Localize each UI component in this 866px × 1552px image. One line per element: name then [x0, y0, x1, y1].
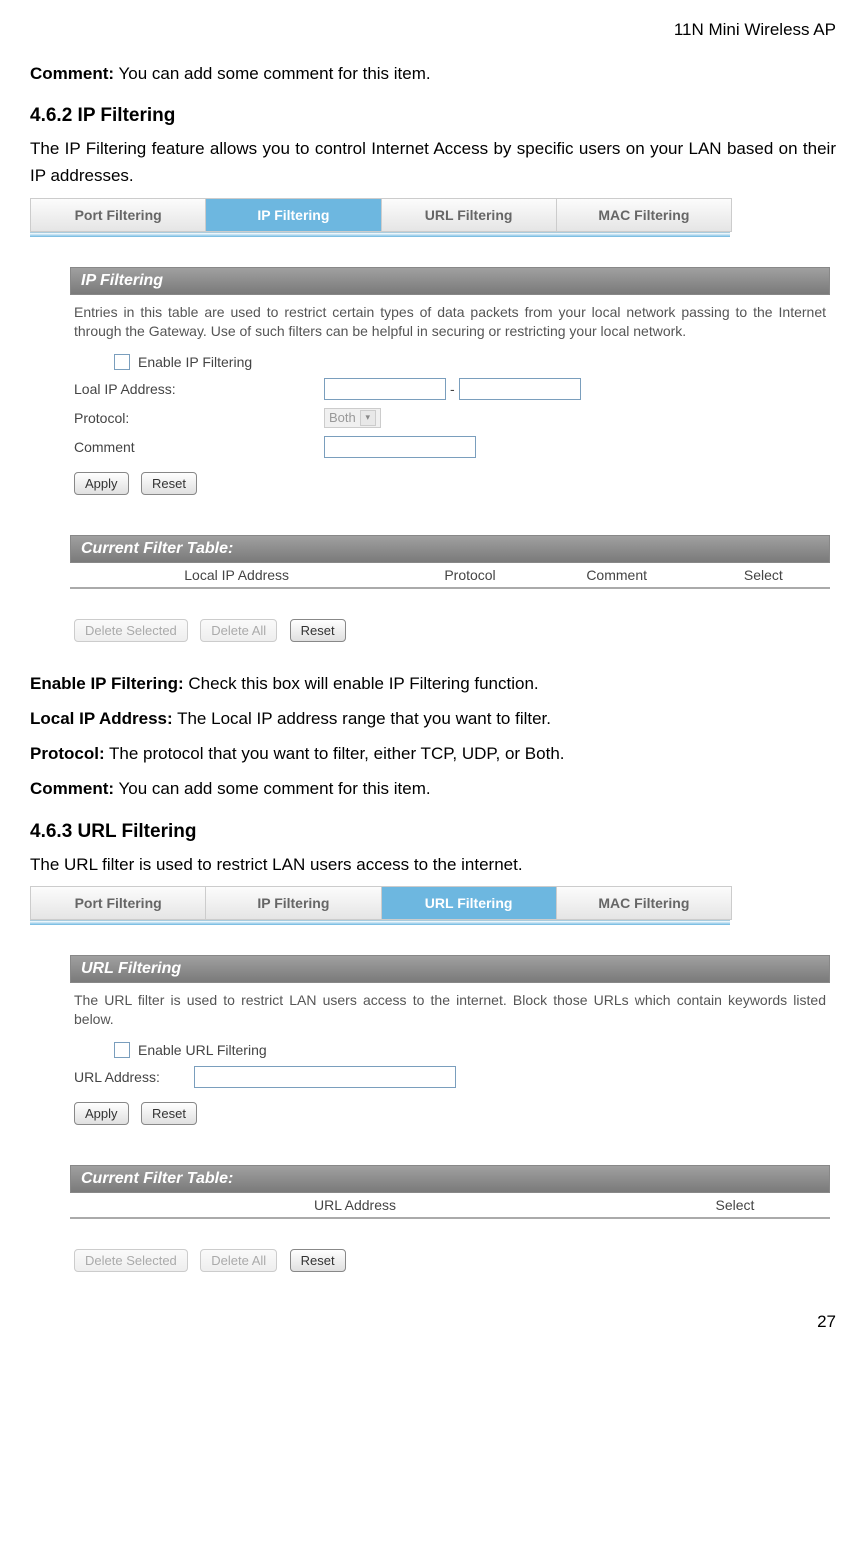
apply-button[interactable]: Apply: [74, 472, 129, 495]
def-protocol: Protocol: The protocol that you want to …: [30, 740, 836, 767]
def-comment: Comment: You can add some comment for th…: [30, 775, 836, 802]
heading-url-filtering: 4.6.3 URL Filtering: [30, 821, 836, 843]
enable-url-row: Enable URL Filtering: [70, 1038, 830, 1062]
def-enable-ip-text: Check this box will enable IP Filtering …: [188, 674, 538, 693]
comment-input[interactable]: [324, 436, 476, 458]
th-local-ip: Local IP Address: [70, 567, 403, 583]
delete-selected-button-url[interactable]: Delete Selected: [74, 1249, 188, 1272]
url-panel: URL Filtering The URL filter is used to …: [30, 925, 866, 1292]
def-local-ip-text: The Local IP address range that you want…: [177, 709, 551, 728]
enable-ip-checkbox[interactable]: [114, 354, 130, 370]
def-protocol-text: The protocol that you want to filter, ei…: [109, 744, 564, 763]
url-filter-table-title: Current Filter Table:: [70, 1165, 830, 1193]
th-select: Select: [697, 567, 830, 583]
enable-url-checkbox[interactable]: [114, 1042, 130, 1058]
url-filtering-screenshot: Port Filtering IP Filtering URL Filterin…: [30, 886, 836, 1292]
ip-panel: IP Filtering Entries in this table are u…: [30, 237, 866, 662]
delete-all-button[interactable]: Delete All: [200, 619, 277, 642]
protocol-row: Protocol: Both ▾: [70, 404, 830, 432]
url-filtering-intro: The URL filter is used to restrict LAN u…: [30, 851, 836, 878]
th-protocol: Protocol: [403, 567, 536, 583]
comment-label: Comment:: [30, 64, 114, 83]
reset-table-button-url[interactable]: Reset: [290, 1249, 346, 1272]
doc-header: 11N Mini Wireless AP: [30, 20, 836, 40]
enable-ip-label: Enable IP Filtering: [138, 354, 252, 370]
enable-ip-row: Enable IP Filtering: [70, 350, 830, 374]
tab-url-filtering-2[interactable]: URL Filtering: [382, 887, 557, 919]
tab-ip-filtering[interactable]: IP Filtering: [206, 199, 381, 231]
tab-port-filtering[interactable]: Port Filtering: [31, 199, 206, 231]
def-local-ip-label: Local IP Address:: [30, 709, 173, 728]
tab-port-filtering-2[interactable]: Port Filtering: [31, 887, 206, 919]
url-tabs: Port Filtering IP Filtering URL Filterin…: [30, 886, 732, 920]
def-local-ip: Local IP Address: The Local IP address r…: [30, 705, 836, 732]
th-url-address: URL Address: [70, 1197, 640, 1213]
ip-panel-title: IP Filtering: [70, 267, 830, 295]
ip-filter-table-title: Current Filter Table:: [70, 535, 830, 563]
comment-text: You can add some comment for this item.: [118, 64, 430, 83]
local-ip-input-start[interactable]: [324, 378, 446, 400]
url-table-button-row: Delete Selected Delete All Reset: [70, 1239, 830, 1282]
tab-ip-filtering-2[interactable]: IP Filtering: [206, 887, 381, 919]
def-comment-label: Comment:: [30, 779, 114, 798]
ip-table-header: Local IP Address Protocol Comment Select: [70, 563, 830, 589]
local-ip-row: Loal IP Address: -: [70, 374, 830, 404]
def-enable-ip: Enable IP Filtering: Check this box will…: [30, 670, 836, 697]
page-number: 27: [30, 1312, 836, 1332]
ip-tabs: Port Filtering IP Filtering URL Filterin…: [30, 198, 732, 232]
ip-filtering-screenshot: Port Filtering IP Filtering URL Filterin…: [30, 198, 836, 662]
local-ip-label: Loal IP Address:: [74, 381, 324, 397]
protocol-value: Both: [329, 410, 356, 425]
url-button-row: Apply Reset: [70, 1092, 830, 1135]
def-enable-ip-label: Enable IP Filtering:: [30, 674, 184, 693]
ip-table-button-row: Delete Selected Delete All Reset: [70, 609, 830, 652]
url-panel-desc: The URL filter is used to restrict LAN u…: [70, 983, 830, 1038]
heading-ip-filtering: 4.6.2 IP Filtering: [30, 105, 836, 127]
protocol-label: Protocol:: [74, 410, 324, 426]
th-url-select: Select: [640, 1197, 830, 1213]
reset-button-url[interactable]: Reset: [141, 1102, 197, 1125]
intro-comment: Comment: You can add some comment for th…: [30, 60, 836, 87]
url-table-header: URL Address Select: [70, 1193, 830, 1219]
enable-url-label: Enable URL Filtering: [138, 1042, 267, 1058]
url-address-label: URL Address:: [74, 1069, 194, 1085]
delete-selected-button[interactable]: Delete Selected: [74, 619, 188, 642]
url-address-row: URL Address:: [70, 1062, 830, 1092]
def-protocol-label: Protocol:: [30, 744, 105, 763]
url-address-input[interactable]: [194, 1066, 456, 1088]
ip-range-dash: -: [450, 381, 455, 397]
protocol-select[interactable]: Both ▾: [324, 408, 381, 428]
tab-mac-filtering[interactable]: MAC Filtering: [557, 199, 731, 231]
chevron-down-icon: ▾: [360, 410, 376, 426]
apply-button-url[interactable]: Apply: [74, 1102, 129, 1125]
comment-row: Comment: [70, 432, 830, 462]
tab-url-filtering[interactable]: URL Filtering: [382, 199, 557, 231]
url-panel-title: URL Filtering: [70, 955, 830, 983]
reset-table-button[interactable]: Reset: [290, 619, 346, 642]
def-comment-text: You can add some comment for this item.: [118, 779, 430, 798]
comment-field-label: Comment: [74, 439, 324, 455]
reset-button[interactable]: Reset: [141, 472, 197, 495]
delete-all-button-url[interactable]: Delete All: [200, 1249, 277, 1272]
tab-mac-filtering-2[interactable]: MAC Filtering: [557, 887, 731, 919]
local-ip-input-end[interactable]: [459, 378, 581, 400]
ip-filtering-intro: The IP Filtering feature allows you to c…: [30, 135, 836, 189]
th-comment: Comment: [537, 567, 697, 583]
ip-panel-desc: Entries in this table are used to restri…: [70, 295, 830, 350]
ip-button-row: Apply Reset: [70, 462, 830, 505]
